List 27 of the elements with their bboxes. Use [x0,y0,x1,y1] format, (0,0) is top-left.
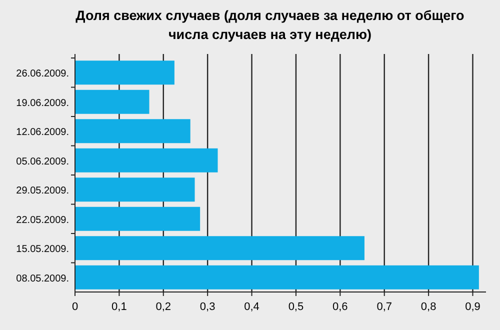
bar [75,206,200,231]
x-tick-label: 0,1 [112,301,127,313]
x-tick-label: 0 [72,301,78,313]
bar [75,119,190,144]
bar [75,60,174,85]
x-tick-label: 0,9 [465,301,480,313]
bar [75,90,150,114]
x-tick-label: 0,4 [244,301,260,313]
x-tick-label: 0,8 [420,301,436,313]
x-tick-label: 0,2 [156,301,172,313]
x-tick-label: 0,6 [332,301,348,313]
x-tick-label: 0,5 [288,301,304,313]
bar [75,265,479,290]
y-tick-label: 26.06.2009. [16,68,69,80]
bar [75,236,364,260]
y-tick-label: 29.05.2009. [16,186,69,197]
chart-title: Доля свежих случаев (доля случаев за неделю от общего числа случаев на эту неделю) [76,8,464,42]
bar [75,178,195,202]
y-tick-label: 12.06.2009. [16,127,69,138]
x-tick-label: 0,7 [376,301,392,313]
x-tick-label: 0,3 [200,301,216,313]
y-tick-label: 22.05.2009. [16,214,69,226]
y-tick-label: 05.06.2009. [16,156,69,168]
y-tick-label: 15.05.2009. [16,244,69,256]
bar [75,148,218,172]
y-tick-label: 08.05.2009. [16,273,69,284]
y-tick-label: 19.06.2009. [16,98,69,109]
